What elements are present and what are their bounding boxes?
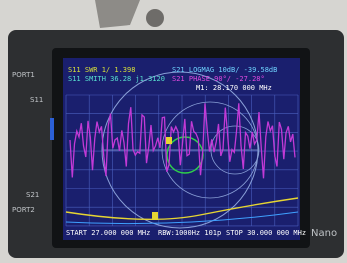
marker-flag [166, 137, 172, 144]
port-label: PORT1 [12, 71, 35, 79]
port-label: S21 [26, 191, 39, 199]
led [50, 118, 54, 140]
port-label: S11 [30, 96, 43, 104]
s11-smith: S11 SMITH 36.28 j1.3120 [68, 75, 165, 83]
marker-flag [152, 212, 158, 220]
brand: Nano [311, 228, 337, 239]
photo: S11 SWR 1/ 1.398 S11 SMITH 36.28 j1.3120… [0, 0, 347, 263]
s11-swr: S11 SWR 1/ 1.398 [68, 66, 135, 74]
page: S11 SWR 1/ 1.398 S11 SMITH 36.28 j1.3120… [0, 0, 347, 263]
marker-readout: M1: 28.170 000 MHz [196, 84, 272, 92]
footer-stop: STOP 30.000 000 MHz [226, 229, 306, 237]
footer-start: START 27.000 000 MHz [66, 229, 150, 237]
s21-phase: S21 PHASE 90°/ -27.28° [172, 75, 265, 83]
port-label: PORT2 [12, 206, 35, 214]
s21-logmag: S21 LOGMAG 10dB/ -39.58dB [172, 66, 277, 74]
connector [146, 9, 164, 27]
footer-rbw: RBW:1000Hz 101p [158, 229, 221, 237]
